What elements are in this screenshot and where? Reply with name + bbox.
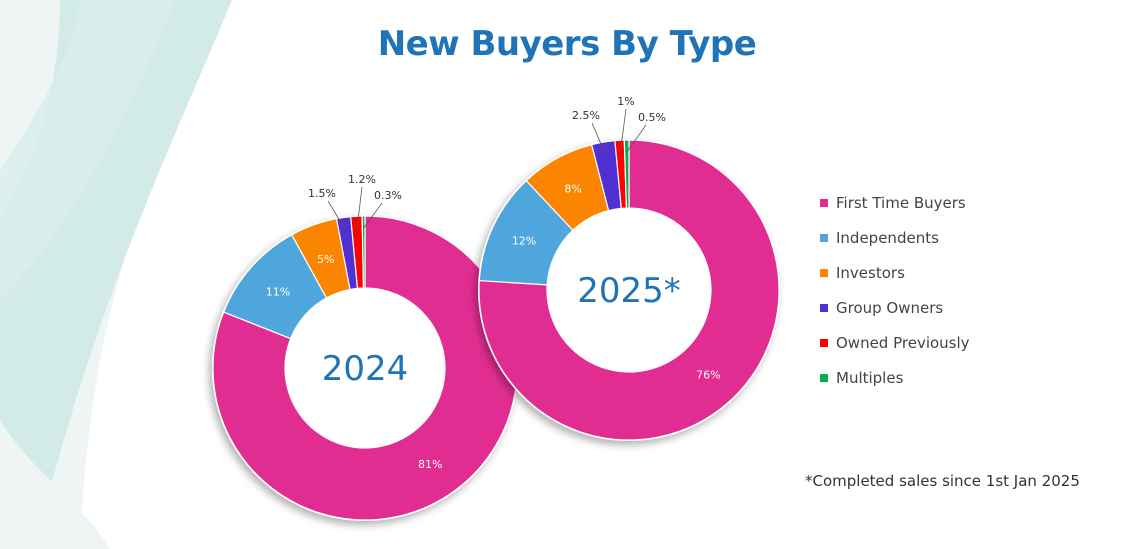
data-label: 1.2% bbox=[348, 173, 376, 186]
leader-line bbox=[356, 186, 363, 229]
legend-label: Investors bbox=[836, 263, 905, 282]
data-label: 81% bbox=[418, 458, 442, 471]
slice-first-time-buyers bbox=[478, 139, 780, 441]
legend-item-investors: Investors bbox=[820, 255, 970, 290]
chart-title: New Buyers By Type bbox=[377, 24, 757, 64]
donut-2025: 76% 12% 8% 2.5% 1% 0.5% 2025* bbox=[478, 95, 780, 441]
leader-line bbox=[626, 124, 647, 153]
data-label: 1.5% bbox=[308, 187, 336, 200]
data-label: 11% bbox=[266, 285, 290, 298]
legend-swatch bbox=[820, 303, 828, 312]
leader-line bbox=[619, 108, 627, 153]
slice-multiples bbox=[623, 139, 630, 209]
data-label: 0.5% bbox=[638, 111, 666, 124]
donut-2024: 81% 11% 5% 1.5% 1.2% 0.3% 2024 bbox=[212, 173, 518, 521]
legend-swatch bbox=[820, 373, 828, 382]
legend: First Time Buyers Independents Investors… bbox=[820, 185, 970, 395]
leader-line bbox=[591, 122, 606, 155]
legend-item-group-owners: Group Owners bbox=[820, 290, 970, 325]
data-label: 12% bbox=[512, 235, 536, 248]
center-label: 2025* bbox=[577, 271, 681, 311]
legend-swatch bbox=[820, 198, 828, 207]
legend-swatch bbox=[820, 233, 828, 242]
legend-swatch bbox=[820, 338, 828, 347]
data-label: 8% bbox=[564, 182, 581, 195]
legend-label: Group Owners bbox=[836, 298, 944, 317]
leader-line bbox=[327, 200, 346, 230]
data-label: 0.3% bbox=[374, 189, 402, 202]
slice-multiples bbox=[361, 215, 366, 289]
data-label: 2.5% bbox=[572, 109, 600, 122]
legend-swatch bbox=[820, 268, 828, 277]
data-label: 5% bbox=[317, 253, 334, 266]
leader-line bbox=[363, 202, 383, 229]
legend-item-independents: Independents bbox=[820, 220, 970, 255]
legend-item-first-time-buyers: First Time Buyers bbox=[820, 185, 970, 220]
legend-label: Multiples bbox=[836, 368, 904, 387]
legend-label: First Time Buyers bbox=[836, 193, 966, 212]
legend-item-multiples: Multiples bbox=[820, 360, 970, 395]
legend-label: Independents bbox=[836, 228, 939, 247]
legend-label: Owned Previously bbox=[836, 333, 970, 352]
center-label: 2024 bbox=[322, 349, 409, 389]
footnote: *Completed sales since 1st Jan 2025 bbox=[805, 472, 1080, 490]
data-label: 76% bbox=[696, 369, 720, 382]
legend-item-owned-previously: Owned Previously bbox=[820, 325, 970, 360]
data-label: 1% bbox=[617, 95, 634, 108]
